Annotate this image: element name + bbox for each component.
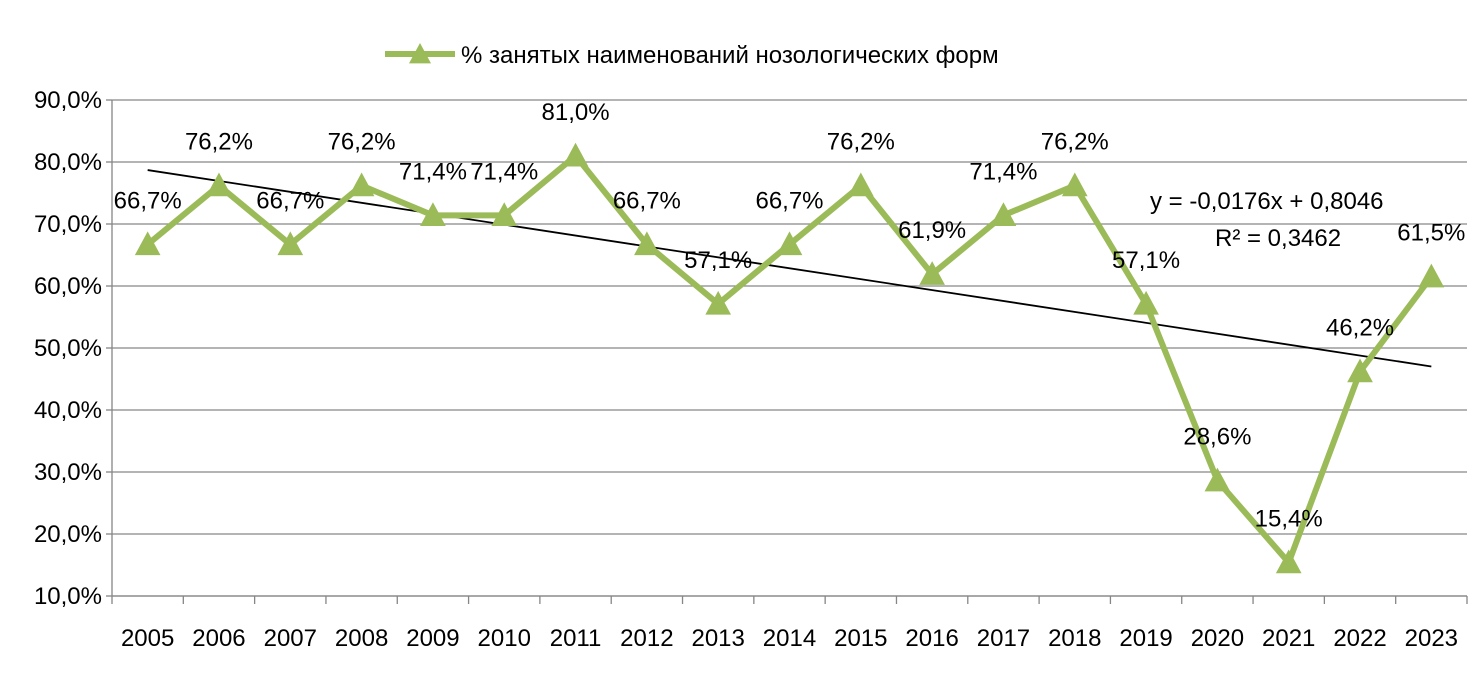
y-tick-label: 20,0% [34, 521, 102, 548]
data-point-marker [1133, 290, 1159, 315]
data-label: 61,5% [1397, 220, 1465, 247]
data-label: 76,2% [328, 129, 396, 156]
y-tick-label: 70,0% [34, 211, 102, 238]
y-axis-ticks: 10,0% 20,0% 30,0% 40,0% 50,0% 60,0% 70,0% 80,0%… [34, 87, 112, 610]
x-tick-label: 2008 [335, 625, 388, 652]
x-tick-label: 2012 [620, 625, 673, 652]
data-label: 57,1% [1112, 247, 1180, 274]
x-tick-label: 2020 [1191, 625, 1244, 652]
data-point-marker [1347, 358, 1373, 383]
y-tick-label: 80,0% [34, 149, 102, 176]
data-label: 15,4% [1255, 506, 1323, 533]
x-tick-label: 2021 [1262, 625, 1315, 652]
x-tick-label: 2014 [763, 625, 816, 652]
data-label: 76,2% [185, 129, 253, 156]
data-label: 66,7% [114, 187, 182, 214]
x-tick-label: 2023 [1405, 625, 1458, 652]
y-tick-label: 30,0% [34, 459, 102, 486]
x-tick-label: 2007 [264, 625, 317, 652]
series-line [134, 142, 1445, 574]
data-label: 71,4% [969, 158, 1037, 185]
x-tick-label: 2009 [406, 625, 459, 652]
x-tick-label: 2013 [691, 625, 744, 652]
series-polyline [145, 152, 1434, 566]
data-label: 66,7% [755, 187, 823, 214]
y-tick-label: 40,0% [34, 397, 102, 424]
x-tick-label: 2022 [1333, 625, 1386, 652]
gridlines [112, 99, 1467, 597]
y-tick-label: 50,0% [34, 335, 102, 362]
data-label: 66,7% [613, 187, 681, 214]
legend: % занятых наименований нозологических фо… [385, 42, 999, 69]
x-tick-label: 2018 [1048, 625, 1101, 652]
data-point-marker [277, 231, 304, 256]
y-tick-label: 10,0% [34, 583, 102, 610]
data-point-marker [847, 172, 874, 197]
data-point-marker [206, 172, 232, 197]
data-point-marker [1204, 467, 1231, 492]
x-tick-label: 2017 [977, 625, 1030, 652]
data-point-marker [705, 290, 732, 315]
data-point-marker [990, 202, 1017, 227]
trendline [147, 169, 1432, 368]
x-tick-label: 2005 [121, 625, 174, 652]
x-axis: 2005 2006 2007 2008 2009 2010 2011 2012 2013 2014… [111, 100, 1468, 652]
data-point-marker [134, 231, 161, 256]
data-label: 76,2% [1041, 129, 1109, 156]
data-label: 57,1% [684, 247, 752, 274]
trendline-equation: y = -0,0176x + 0,8046 R² = 0,3462 [1150, 188, 1384, 252]
x-tick-label: 2010 [478, 625, 531, 652]
data-point-marker [1418, 263, 1445, 288]
legend-label: % занятых наименований нозологических фо… [461, 42, 999, 69]
data-point-marker [919, 261, 945, 285]
x-tick-label: 2019 [1119, 625, 1172, 652]
trendline-r-squared-text: R² = 0,3462 [1215, 225, 1341, 252]
trendline-equation-text: y = -0,0176x + 0,8046 [1150, 188, 1384, 215]
data-point-marker [776, 231, 803, 256]
data-point-marker [348, 172, 375, 197]
data-labels: 66,7%76,2%66,7%76,2%71,4% 71,4%81,0%66,7%… [114, 99, 1466, 533]
data-point-marker [1275, 549, 1302, 574]
data-point-marker [562, 142, 589, 167]
legend-triangle-marker [409, 43, 431, 64]
data-label: 28,6% [1183, 424, 1251, 451]
data-label: 66,7% [256, 187, 324, 214]
x-tick-label: 2016 [905, 625, 958, 652]
x-tick-label: 2015 [834, 625, 887, 652]
data-label: 71,4% [470, 158, 538, 185]
y-tick-label: 60,0% [34, 273, 102, 300]
x-tick-label: 2011 [550, 625, 602, 652]
data-point-marker [634, 231, 660, 256]
data-point-marker [1061, 172, 1088, 197]
data-label: 71,4% [399, 158, 467, 185]
data-label: 46,2% [1326, 315, 1394, 342]
x-tick-label: 2006 [192, 625, 245, 652]
y-tick-label: 90,0% [34, 87, 102, 114]
trendline-line [147, 169, 1432, 368]
data-point-marker [420, 202, 446, 227]
data-point-marker [491, 202, 518, 227]
data-label: 61,9% [898, 217, 966, 244]
data-label: 81,0% [542, 99, 610, 126]
data-label: 76,2% [827, 129, 895, 156]
